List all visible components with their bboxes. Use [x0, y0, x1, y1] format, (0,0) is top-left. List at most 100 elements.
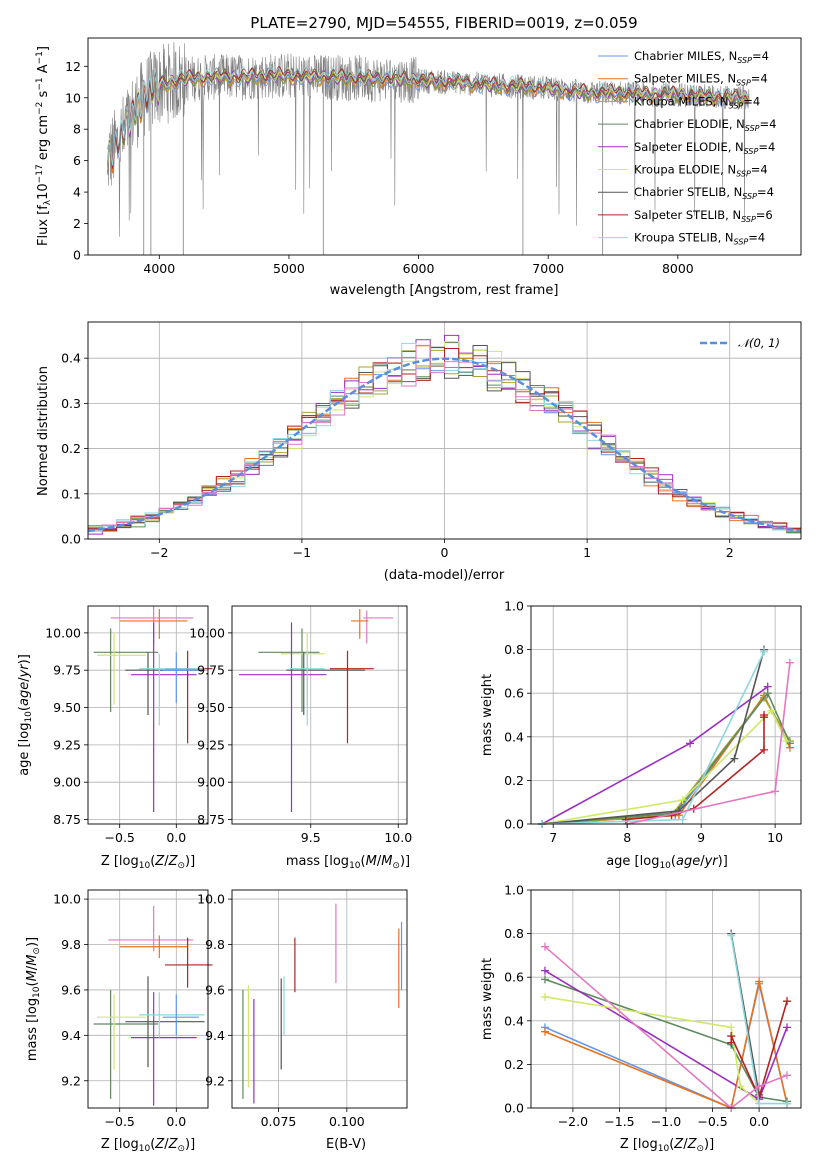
spectrum-xlabel: wavelength [Angstrom, rest frame] [330, 283, 559, 298]
errorbar-point [131, 992, 197, 1106]
histogram-clip-group [88, 334, 801, 537]
mass-vs-ebv-errorbars [242, 903, 403, 1104]
y-tick-label: 9.4 [205, 1028, 225, 1043]
x-tick-label: −1 [293, 545, 311, 560]
age-mass-xlabel: mass [log10(M/M⊙)] [286, 854, 410, 871]
y-tick-label: 0.8 [504, 642, 524, 657]
x-tick-label: 2 [726, 545, 734, 560]
y-tick-label: 0.0 [61, 532, 81, 547]
y-tick-label: 9.4 [61, 1028, 81, 1043]
x-tick-label: 6000 [403, 261, 435, 276]
y-tick-label: 8 [73, 122, 81, 137]
mw-age-ylabel: mass weight [480, 674, 495, 756]
massweight-line [544, 981, 788, 1110]
y-tick-label: 9.75 [197, 663, 225, 678]
x-tick-label: 4000 [143, 261, 175, 276]
x-tick-label: 0 [441, 545, 449, 560]
y-tick-label: 10.00 [45, 625, 81, 640]
axes-frame [530, 605, 802, 825]
plus-marker [736, 1082, 745, 1091]
errorbar-point [363, 610, 393, 644]
axes-frame [87, 37, 802, 256]
mw-z-ylabel: mass weight [480, 958, 495, 1040]
errorbar-point [162, 652, 199, 704]
y-tick-label: 0.6 [504, 970, 524, 985]
age-vs-z-errorbars [93, 606, 213, 813]
legend-label: Kroupa MILES, NSSP=4 [634, 94, 760, 110]
y-tick-label: 0.4 [504, 1013, 524, 1028]
y-tick-label: 0.2 [61, 441, 81, 456]
plus-marker [755, 1099, 764, 1108]
spectrum-clip-group [106, 42, 750, 255]
errorbar-point [125, 652, 205, 715]
mass-ebv-xlabel: E(B-V) [326, 1137, 366, 1152]
errorbar-point [119, 608, 188, 639]
model-fit-line [106, 67, 749, 166]
plus-marker [540, 942, 549, 951]
legend-label: Kroupa ELODIE, NSSP=4 [634, 163, 768, 179]
plus-marker [727, 931, 736, 940]
errorbar-point [351, 608, 369, 639]
errorbar-point [131, 622, 197, 813]
errorbar-point [286, 652, 365, 715]
y-tick-label: 9.8 [61, 937, 81, 952]
legend-label: Chabrier ELODIE, NSSP=4 [634, 117, 776, 133]
x-tick-label: −1.5 [604, 1114, 634, 1129]
errorbar-point [138, 992, 205, 1038]
model-fit-line [106, 67, 749, 169]
y-tick-label: 0.2 [504, 1057, 524, 1072]
model-fit-line [106, 65, 749, 170]
massweight-line [542, 696, 791, 825]
y-tick-label: 9.00 [197, 775, 225, 790]
y-tick-label: 4 [73, 185, 81, 200]
errorbar-point [281, 632, 325, 704]
plus-marker [782, 737, 791, 746]
y-tick-label: 0 [73, 248, 81, 263]
axes-frame [87, 605, 209, 825]
y-tick-label: 2 [73, 216, 81, 231]
massweight-line [544, 996, 760, 1105]
y-tick-label: 9.75 [53, 663, 81, 678]
plus-marker [771, 787, 780, 796]
mass-z-xlabel: Z [log10(Z/Z⊙)] [101, 1137, 195, 1154]
spectrum-data [106, 42, 750, 255]
y-tick-label: 9.50 [197, 700, 225, 715]
plus-marker [678, 815, 687, 824]
axes-frame [231, 605, 408, 825]
x-tick-label: −2 [150, 545, 168, 560]
plus-marker [540, 975, 549, 984]
plus-marker [755, 1082, 764, 1091]
age-z-ylabel: age [log10(age/yr)] [17, 654, 34, 776]
mass-vs-z-errorbars [93, 905, 213, 1106]
plus-marker [678, 796, 687, 805]
y-tick-label: 0.4 [504, 729, 524, 744]
plus-marker [767, 706, 776, 715]
massweight-line [542, 651, 765, 825]
plus-marker [760, 647, 769, 656]
plus-marker [686, 739, 695, 748]
x-tick-label: 10 [767, 830, 783, 845]
axes-frame [87, 889, 209, 1109]
x-tick-label: 10.0 [384, 830, 412, 845]
y-tick-label: 0.0 [504, 817, 524, 832]
mass-z-ylabel: mass [log10(M/M⊙)] [25, 937, 42, 1061]
plus-marker [763, 682, 772, 691]
x-tick-label: −2.0 [558, 1114, 588, 1129]
legend-label: Salpeter MILES, NSSP=4 [634, 72, 768, 88]
y-tick-label: 9.6 [61, 982, 81, 997]
errorbar-point [108, 905, 194, 952]
massweight-line [541, 709, 787, 825]
y-tick-label: 9.2 [61, 1073, 81, 1088]
x-tick-label: 7000 [532, 261, 564, 276]
plus-marker [760, 745, 769, 754]
mw-age-xlabel: age [log10(age/yr)] [606, 854, 728, 871]
y-tick-label: 0.6 [504, 686, 524, 701]
axes-frame [87, 321, 802, 540]
x-tick-label: 5000 [273, 261, 305, 276]
age-z-xlabel: Z [log10(Z/Z⊙)] [101, 854, 195, 871]
x-tick-label: 0.100 [329, 1114, 365, 1129]
x-tick-label: 9.5 [301, 830, 321, 845]
gaussian-curve [88, 357, 801, 533]
errorbar-point [138, 653, 205, 726]
